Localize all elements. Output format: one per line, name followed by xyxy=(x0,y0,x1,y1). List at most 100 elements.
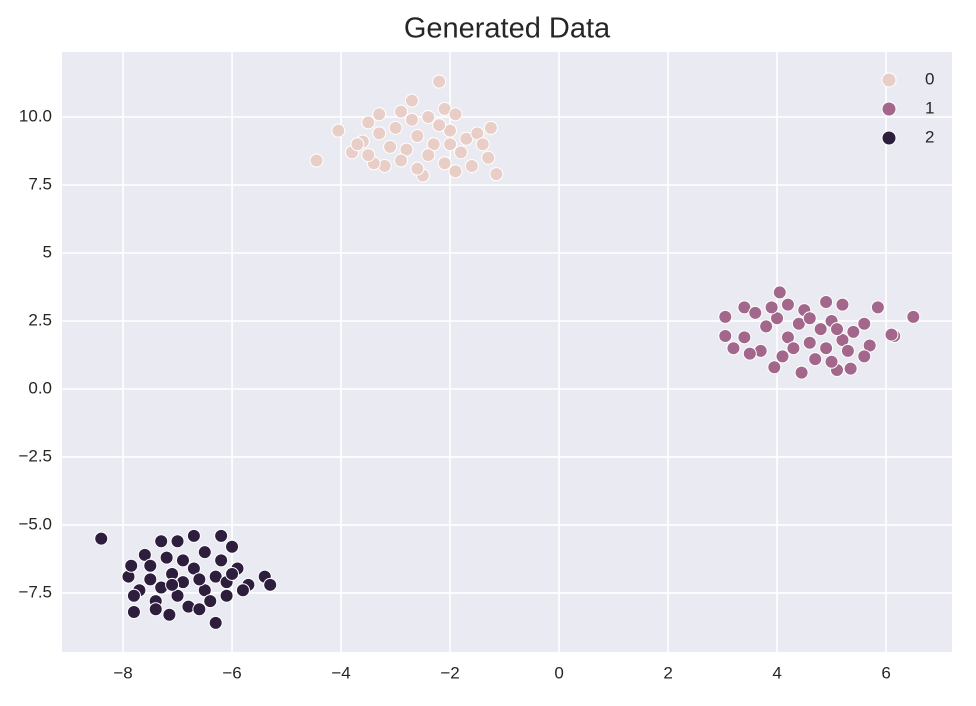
point xyxy=(350,137,365,152)
point xyxy=(186,528,201,543)
point xyxy=(197,545,212,560)
point xyxy=(421,148,436,163)
y-tick-label: 0.0 xyxy=(28,378,52,397)
point xyxy=(870,300,885,315)
point xyxy=(767,360,782,375)
point xyxy=(143,558,158,573)
point xyxy=(175,553,190,568)
point xyxy=(742,346,757,361)
legend-label: 2 xyxy=(925,127,934,146)
point xyxy=(453,145,468,160)
point xyxy=(475,137,490,152)
point xyxy=(410,161,425,176)
point xyxy=(170,534,185,549)
point xyxy=(857,316,872,331)
point xyxy=(772,285,787,300)
point xyxy=(192,572,207,587)
point xyxy=(481,150,496,165)
point xyxy=(808,352,823,367)
point xyxy=(843,361,858,376)
point xyxy=(794,365,809,380)
point xyxy=(126,588,141,603)
y-tick-label: −7.5 xyxy=(18,582,52,601)
point xyxy=(410,129,425,144)
point xyxy=(786,341,801,356)
point xyxy=(94,531,109,546)
x-tick-label: −8 xyxy=(113,663,132,682)
point xyxy=(759,319,774,334)
legend-label: 1 xyxy=(925,98,934,117)
point xyxy=(726,341,741,356)
point xyxy=(165,577,180,592)
legend-marker xyxy=(881,130,897,146)
point xyxy=(448,164,463,179)
point xyxy=(775,349,790,364)
point xyxy=(148,602,163,617)
x-tick-label: −2 xyxy=(440,663,459,682)
point xyxy=(393,104,408,119)
point xyxy=(884,327,899,342)
y-tick-label: 7.5 xyxy=(28,174,52,193)
point xyxy=(162,607,177,622)
x-tick-label: 6 xyxy=(881,663,890,682)
point xyxy=(489,167,504,182)
point xyxy=(432,118,447,133)
point xyxy=(780,297,795,312)
point xyxy=(737,330,752,345)
point xyxy=(404,112,419,127)
point xyxy=(819,294,834,309)
point xyxy=(813,322,828,337)
point xyxy=(443,137,458,152)
point xyxy=(154,534,169,549)
y-tick-label: 5 xyxy=(43,242,52,261)
point xyxy=(830,322,845,337)
point xyxy=(372,107,387,122)
y-tick-label: −2.5 xyxy=(18,446,52,465)
x-tick-label: −6 xyxy=(222,663,241,682)
x-tick-label: 2 xyxy=(663,663,672,682)
point xyxy=(846,324,861,339)
point xyxy=(309,153,324,168)
point xyxy=(464,158,479,173)
point xyxy=(143,572,158,587)
point xyxy=(404,93,419,108)
point xyxy=(819,341,834,356)
point xyxy=(748,305,763,320)
legend-marker xyxy=(881,72,897,88)
point xyxy=(421,110,436,125)
point xyxy=(840,343,855,358)
point xyxy=(718,328,733,343)
legend-label: 0 xyxy=(925,69,934,88)
point xyxy=(225,539,240,554)
point xyxy=(361,148,376,163)
point xyxy=(388,120,403,135)
point xyxy=(857,349,872,364)
point xyxy=(483,120,498,135)
point xyxy=(192,602,207,617)
point xyxy=(393,153,408,168)
point xyxy=(219,588,234,603)
y-tick-label: 10.0 xyxy=(19,106,52,125)
y-tick-label: −5.0 xyxy=(18,514,52,533)
point xyxy=(437,156,452,171)
point xyxy=(126,605,141,620)
legend-marker xyxy=(881,101,897,117)
x-tick-label: −4 xyxy=(331,663,350,682)
point xyxy=(432,74,447,89)
point xyxy=(718,309,733,324)
point xyxy=(372,126,387,141)
point xyxy=(203,594,218,609)
point xyxy=(383,139,398,154)
point xyxy=(214,553,229,568)
point xyxy=(214,528,229,543)
point xyxy=(835,297,850,312)
point xyxy=(225,566,240,581)
point xyxy=(824,354,839,369)
point xyxy=(906,309,921,324)
point xyxy=(235,583,250,598)
point xyxy=(802,335,817,350)
point xyxy=(124,558,139,573)
point xyxy=(361,115,376,130)
x-tick-label: 0 xyxy=(554,663,563,682)
